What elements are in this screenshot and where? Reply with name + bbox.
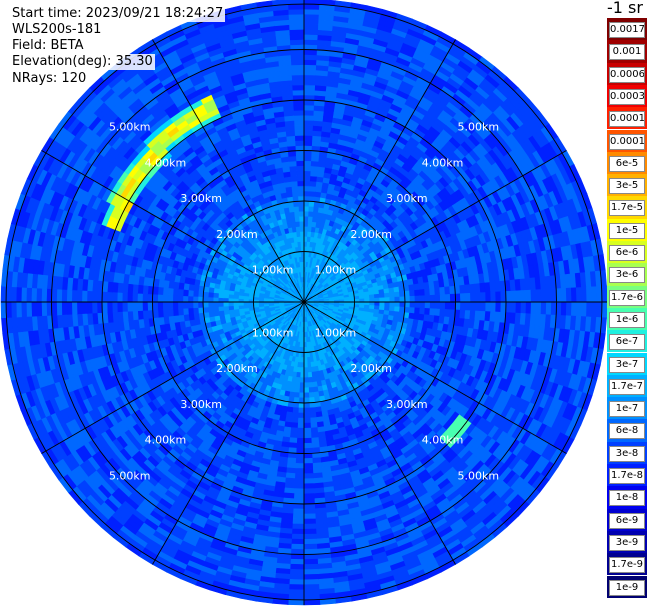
colorbar-swatch: 0.001 [607, 40, 647, 63]
colorbar-swatch: 1.7e-9 [607, 553, 647, 576]
range-ring-label: 2.00km [216, 362, 258, 375]
range-ring-label: 1.00km [315, 326, 357, 339]
instrument-label: WLS200s-181 [10, 22, 104, 38]
colorbar-tick-label: 3e-6 [609, 267, 645, 284]
range-ring-label: 5.00km [109, 121, 151, 134]
elevation-label: Elevation(deg): 35.30 [10, 54, 155, 70]
range-ring-label: 3.00km [180, 192, 222, 205]
colorbar-swatch: 1e-6 [607, 307, 647, 331]
range-ring-label: 2.00km [350, 362, 392, 375]
colorbar-swatch: 3e-8 [607, 441, 647, 464]
colorbar-tick-label: 1.7e-8 [609, 468, 645, 484]
nrays-label: NRays: 120 [10, 71, 89, 87]
colorbar-tick-label: 6e-8 [609, 423, 645, 440]
colorbar-tick-label: 6e-7 [609, 334, 645, 351]
range-ring-label: 2.00km [350, 228, 392, 241]
colorbar-swatch: 3e-9 [607, 530, 647, 554]
colorbar-tick-label: 1e-7 [609, 401, 645, 418]
range-ring-label: 1.00km [252, 326, 294, 339]
colorbar-tick-label: 1e-8 [609, 490, 645, 507]
colorbar-swatch: 1e-8 [607, 486, 647, 509]
range-ring-label: 4.00km [422, 156, 464, 169]
colorbar-tick-label: 1e-9 [609, 579, 645, 596]
colorbar-swatch: 1.7e-8 [607, 464, 647, 487]
colorbar-swatch: 0.00017 [607, 107, 647, 130]
colorbar-swatch: 1e-5 [607, 218, 647, 241]
range-ring-label: 3.00km [386, 192, 428, 205]
colorbar-swatch: 1e-7 [607, 397, 647, 420]
colorbar-tick-label: 1e-5 [609, 222, 645, 239]
range-ring-label: 1.00km [315, 264, 357, 277]
colorbar-unit: -1 sr [607, 0, 643, 17]
colorbar-tick-label: 6e-5 [609, 155, 645, 172]
colorbar-tick-label: 1.7e-5 [609, 200, 645, 217]
range-ring-label: 2.00km [216, 228, 258, 241]
field-label: Field: BETA [10, 38, 86, 54]
colorbar-swatch: 6e-5 [607, 151, 647, 175]
azimuth-spoke [152, 39, 305, 303]
colorbar-tick-label: 1.7e-6 [609, 289, 645, 306]
colorbar-swatch: 0.0003 [607, 84, 647, 108]
colorbar-swatch: 3e-6 [607, 263, 647, 286]
colorbar-tick-label: 6e-6 [609, 245, 645, 261]
colorbar-swatch: 1.7e-5 [607, 196, 647, 219]
colorbar-tick-label: 3e-8 [609, 445, 645, 462]
colorbar-tick-label: 3e-9 [609, 534, 645, 551]
azimuth-spoke [303, 301, 456, 565]
colorbar-tick-label: 1e-6 [609, 311, 645, 328]
colorbar-swatch: 6e-6 [607, 241, 647, 264]
colorbar-swatch: 0.0017 [607, 18, 647, 41]
colorbar-swatch: 3e-7 [607, 352, 647, 375]
colorbar-swatch: 1.7e-7 [607, 374, 647, 398]
colorbar-swatch: 6e-7 [607, 330, 647, 353]
colorbar-swatch: 3e-5 [607, 174, 647, 197]
azimuth-spoke [152, 301, 305, 565]
range-ring-label: 5.00km [109, 469, 151, 482]
colorbar-swatch: 6e-8 [607, 419, 647, 442]
range-ring-label: 3.00km [386, 398, 428, 411]
colorbar-tick-label: 0.00017 [609, 111, 645, 128]
colorbar-tick-label: 0.0017 [609, 22, 645, 38]
colorbar-tick-label: 3e-7 [609, 356, 645, 373]
range-ring-label: 4.00km [145, 156, 187, 169]
colorbar-tick-label: 3e-5 [609, 178, 645, 195]
colorbar-swatch: 1e-9 [607, 575, 647, 598]
colorbar-tick-label: 0.001 [609, 44, 645, 61]
azimuth-spoke [303, 39, 456, 303]
azimuth-spoke [41, 301, 305, 454]
colorbar-swatch: 1.7e-6 [607, 285, 647, 308]
colorbar-tick-label: 0.0006 [609, 66, 645, 83]
colorbar-tick-label: 1.7e-7 [609, 378, 645, 395]
colorbar-swatch: 6e-9 [607, 508, 647, 531]
colorbar-tick-label: 1.7e-9 [609, 557, 645, 574]
range-ring-label: 5.00km [457, 469, 499, 482]
colorbar-swatch: 0.0006 [607, 62, 647, 85]
colorbar-tick-label: 6e-9 [609, 512, 645, 529]
azimuth-spoke [303, 301, 567, 454]
azimuth-spoke [303, 150, 567, 303]
range-ring-label: 4.00km [422, 434, 464, 447]
range-ring-label: 5.00km [457, 121, 499, 134]
range-ring-label: 3.00km [180, 398, 222, 411]
start-time-label: Start time: 2023/09/21 18:24:27 [10, 6, 226, 22]
azimuth-spoke [41, 150, 305, 303]
colorbar-swatch: 0.0001 [607, 129, 647, 152]
colorbar-tick-label: 0.0003 [609, 88, 645, 105]
colorbar-tick-label: 0.0001 [609, 133, 645, 150]
range-ring-label: 4.00km [145, 434, 187, 447]
range-ring-label: 1.00km [252, 264, 294, 277]
